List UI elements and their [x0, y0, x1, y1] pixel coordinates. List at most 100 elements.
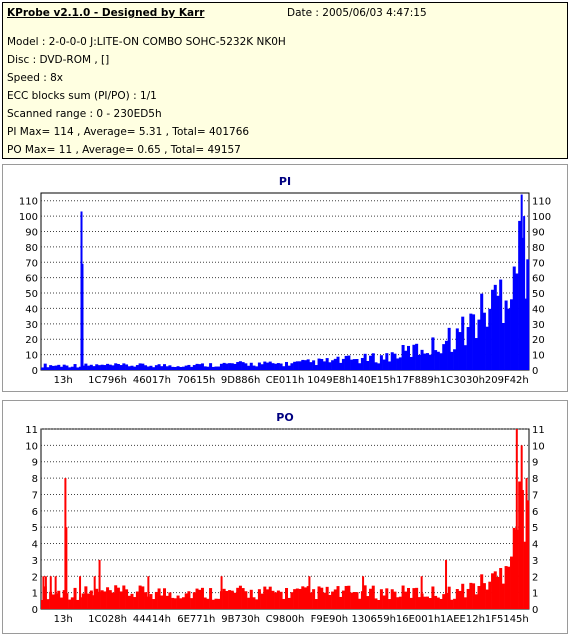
pi-bar: [68, 367, 72, 370]
po-bar: [236, 587, 240, 609]
pi-x-tick: CE011h: [266, 375, 305, 386]
pi-bar: [271, 363, 275, 370]
po-bar: [51, 594, 55, 609]
pi-y-tick-right: 100: [532, 212, 551, 223]
po-y-tick-left: 2: [32, 572, 38, 583]
pi-bar: [306, 359, 310, 370]
pi-bar: [480, 293, 484, 370]
pi-bar: [173, 366, 177, 370]
pi-bar: [485, 326, 489, 370]
po-spike: [54, 576, 57, 609]
app-title: KProbe v2.1.0 - Designed by Karr: [7, 7, 205, 19]
po-bar: [388, 599, 392, 609]
pi-bar: [78, 366, 82, 370]
po-bar: [493, 571, 497, 609]
po-bar: [415, 587, 419, 609]
pi-bar: [138, 363, 142, 370]
po-bar: [518, 481, 522, 609]
pi-bar: [379, 355, 383, 370]
po-bar: [352, 591, 356, 609]
pi-bar: [228, 363, 232, 370]
pi-bar: [62, 364, 66, 370]
info-po-stats: PO Max= 11 , Average= 0.65 , Total= 4915…: [7, 144, 241, 156]
pi-bar: [106, 363, 110, 370]
po-bar: [263, 586, 267, 609]
po-bar: [409, 597, 413, 609]
po-bar: [374, 598, 378, 609]
pi-bar: [287, 365, 291, 370]
po-bar: [271, 590, 275, 609]
po-bar: [173, 598, 177, 609]
pi-bar: [409, 356, 413, 370]
po-bar: [241, 588, 245, 609]
pi-bar: [49, 365, 53, 370]
pi-bar: [209, 363, 213, 370]
pi-bar: [385, 353, 389, 370]
po-bar: [412, 588, 416, 609]
po-bar: [141, 586, 145, 609]
po-bar: [46, 599, 50, 609]
po-bar: [309, 592, 313, 609]
po-x-tick: 130659h: [351, 614, 396, 625]
po-bar: [401, 585, 405, 609]
po-bar: [382, 595, 386, 609]
po-y-tick-right: 7: [532, 490, 538, 501]
po-bar: [163, 588, 167, 609]
pi-y-tick-left: 80: [25, 243, 38, 254]
pi-bar: [371, 353, 375, 370]
pi-bar: [355, 358, 359, 370]
po-bar: [274, 592, 278, 609]
po-bar: [434, 595, 438, 609]
pi-x-tick: 17F889h: [396, 375, 440, 386]
pi-bar: [472, 314, 476, 370]
po-bar: [328, 594, 332, 609]
po-bar: [192, 592, 196, 609]
po-bar: [59, 597, 63, 609]
po-bar: [461, 583, 465, 609]
po-bar: [233, 592, 237, 609]
po-y-tick-right: 1: [532, 589, 538, 600]
po-bar: [111, 592, 115, 609]
po-bar: [510, 556, 514, 609]
pi-y-tick-left: 100: [19, 212, 38, 223]
po-bar: [62, 590, 66, 609]
pi-bar: [350, 359, 354, 370]
pi-bar: [111, 365, 115, 370]
po-bar: [244, 591, 248, 609]
po-bar: [257, 589, 261, 609]
pi-y-tick-right: 80: [532, 243, 545, 254]
info-disc: Disc : DVD-ROM , []: [7, 54, 110, 66]
po-bar: [350, 592, 354, 609]
po-bar: [285, 587, 289, 609]
pi-bar: [122, 363, 126, 370]
pi-bar: [331, 360, 335, 370]
po-bar: [512, 527, 516, 609]
pi-bar: [434, 350, 438, 370]
po-bar: [496, 576, 500, 609]
pi-bar: [423, 353, 427, 370]
pi-bar: [225, 363, 229, 370]
po-spike: [65, 527, 68, 609]
po-y-tick-left: 6: [32, 507, 38, 518]
pi-bar: [390, 352, 394, 370]
pi-bar: [499, 279, 503, 370]
pi-bar: [415, 343, 419, 370]
info-ecc-blocks: ECC blocks sum (PI/PO) : 1/1: [7, 90, 157, 102]
pi-bar: [222, 362, 226, 370]
po-y-tick-right: 6: [532, 507, 538, 518]
pi-bar: [298, 361, 302, 370]
po-bar: [282, 598, 286, 609]
pi-bar: [179, 366, 183, 370]
po-chart-title: PO: [276, 411, 293, 424]
po-y-tick-right: 5: [532, 523, 538, 534]
po-x-tick: 1AEE12h: [440, 614, 485, 625]
po-spike: [420, 576, 423, 609]
po-bar: [125, 589, 129, 609]
po-bar: [252, 597, 256, 609]
pi-bar: [474, 338, 478, 370]
pi-bar: [303, 360, 307, 370]
po-bar: [301, 586, 305, 609]
pi-y-tick-left: 10: [25, 351, 38, 362]
pi-bar: [160, 366, 164, 370]
pi-bar: [152, 367, 156, 370]
